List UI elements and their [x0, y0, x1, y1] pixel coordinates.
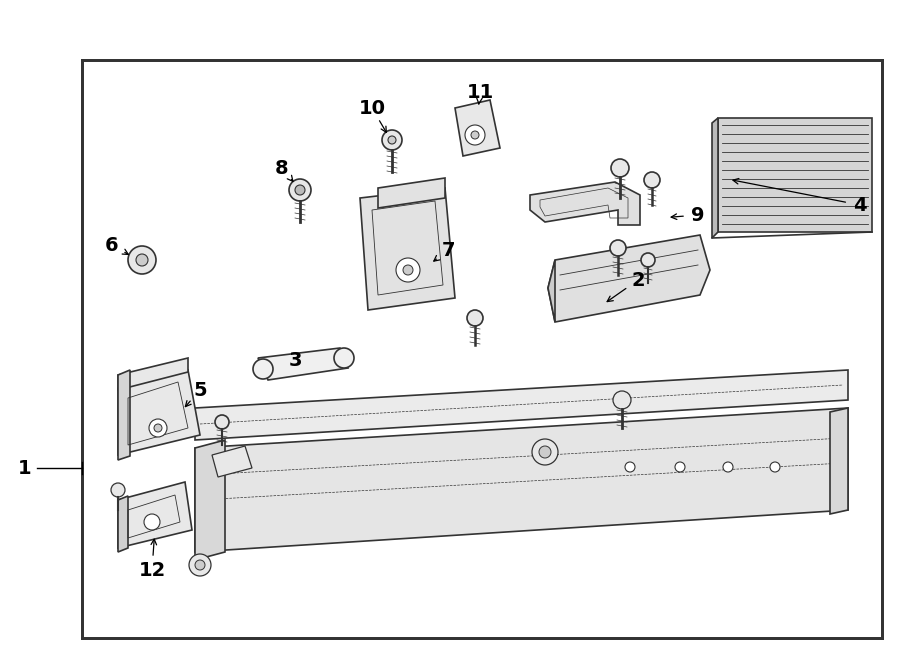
Circle shape [128, 246, 156, 274]
Polygon shape [195, 370, 848, 440]
Text: 2: 2 [631, 271, 644, 289]
Text: 12: 12 [139, 561, 166, 579]
Circle shape [136, 254, 148, 266]
Polygon shape [548, 235, 710, 322]
Polygon shape [118, 482, 192, 548]
Polygon shape [118, 370, 200, 455]
Text: 10: 10 [358, 99, 385, 117]
Polygon shape [258, 348, 348, 380]
Polygon shape [530, 182, 640, 225]
Circle shape [396, 258, 420, 282]
Polygon shape [712, 118, 718, 238]
Polygon shape [118, 358, 188, 390]
Circle shape [334, 348, 354, 368]
Text: 8: 8 [275, 158, 289, 177]
Circle shape [144, 514, 160, 530]
Polygon shape [360, 188, 455, 310]
Circle shape [641, 253, 655, 267]
Circle shape [770, 462, 780, 472]
Circle shape [613, 391, 631, 409]
Polygon shape [718, 118, 872, 232]
Circle shape [675, 462, 685, 472]
Circle shape [644, 172, 660, 188]
Text: 11: 11 [466, 83, 493, 101]
Circle shape [625, 462, 635, 472]
Polygon shape [82, 60, 882, 638]
Text: 1: 1 [18, 459, 32, 477]
Polygon shape [548, 260, 555, 322]
Circle shape [539, 446, 551, 458]
Text: 3: 3 [288, 350, 302, 369]
Circle shape [611, 159, 629, 177]
Circle shape [111, 483, 125, 497]
Circle shape [532, 439, 558, 465]
Circle shape [195, 560, 205, 570]
Circle shape [723, 462, 733, 472]
Text: 7: 7 [441, 240, 454, 260]
Polygon shape [830, 408, 848, 514]
Circle shape [382, 130, 402, 150]
Circle shape [467, 310, 483, 326]
Circle shape [465, 125, 485, 145]
Polygon shape [212, 446, 252, 477]
Polygon shape [455, 100, 500, 156]
Circle shape [253, 359, 273, 379]
Polygon shape [195, 440, 225, 560]
Circle shape [471, 131, 479, 139]
Circle shape [295, 185, 305, 195]
Text: 4: 4 [853, 195, 867, 214]
Text: 9: 9 [691, 205, 705, 224]
Text: 5: 5 [194, 381, 207, 399]
Circle shape [154, 424, 162, 432]
Circle shape [610, 240, 626, 256]
Text: 6: 6 [105, 236, 119, 254]
Polygon shape [118, 370, 130, 460]
Polygon shape [378, 178, 445, 208]
Circle shape [388, 136, 396, 144]
Circle shape [403, 265, 413, 275]
Circle shape [149, 419, 167, 437]
Polygon shape [118, 496, 128, 552]
Circle shape [215, 415, 229, 429]
Circle shape [289, 179, 311, 201]
Circle shape [189, 554, 211, 576]
Polygon shape [195, 408, 848, 552]
